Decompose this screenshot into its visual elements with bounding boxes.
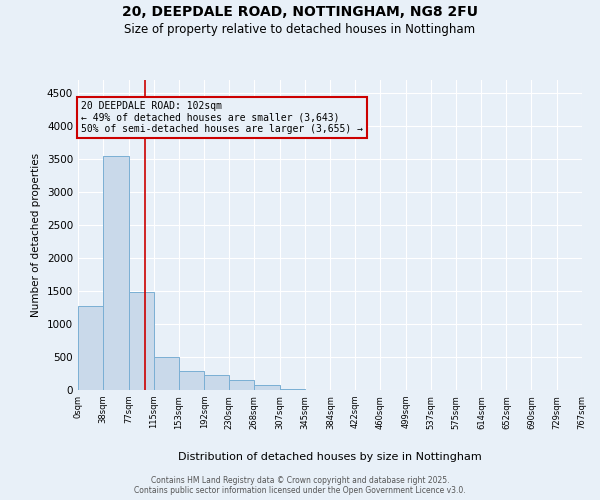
Bar bbox=[128, 292, 154, 390]
Bar bbox=[179, 371, 204, 390]
Text: Contains HM Land Registry data © Crown copyright and database right 2025.
Contai: Contains HM Land Registry data © Crown c… bbox=[134, 476, 466, 495]
Text: Size of property relative to detached houses in Nottingham: Size of property relative to detached ho… bbox=[124, 22, 476, 36]
Bar bbox=[229, 380, 254, 390]
Bar bbox=[154, 357, 179, 390]
Bar bbox=[204, 376, 229, 390]
Text: 20, DEEPDALE ROAD, NOTTINGHAM, NG8 2FU: 20, DEEPDALE ROAD, NOTTINGHAM, NG8 2FU bbox=[122, 5, 478, 19]
Text: 20 DEEPDALE ROAD: 102sqm
← 49% of detached houses are smaller (3,643)
50% of sem: 20 DEEPDALE ROAD: 102sqm ← 49% of detach… bbox=[80, 101, 362, 134]
Y-axis label: Number of detached properties: Number of detached properties bbox=[31, 153, 41, 317]
Text: Distribution of detached houses by size in Nottingham: Distribution of detached houses by size … bbox=[178, 452, 482, 462]
Bar bbox=[254, 386, 280, 390]
Bar bbox=[78, 306, 103, 390]
Bar bbox=[103, 156, 128, 390]
